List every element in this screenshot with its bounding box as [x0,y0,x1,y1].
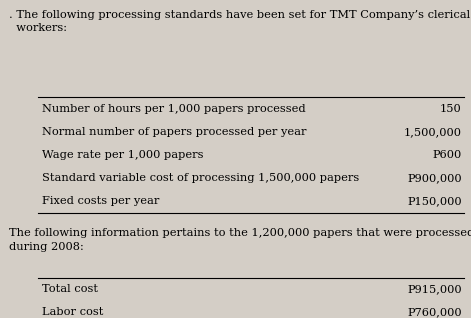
Text: P760,000: P760,000 [407,308,462,317]
Text: The following information pertains to the 1,200,000 papers that were processed
d: The following information pertains to th… [9,228,471,252]
Text: 150: 150 [440,104,462,114]
Text: Number of hours per 1,000 papers processed: Number of hours per 1,000 papers process… [42,104,306,114]
Text: Total cost: Total cost [42,284,98,294]
Text: P150,000: P150,000 [407,197,462,206]
Text: Standard variable cost of processing 1,500,000 papers: Standard variable cost of processing 1,5… [42,173,360,183]
Text: Labor cost: Labor cost [42,308,104,317]
Text: P600: P600 [432,150,462,160]
Text: P900,000: P900,000 [407,173,462,183]
Text: 1,500,000: 1,500,000 [404,127,462,137]
Text: . The following processing standards have been set for TMT Company’s clerical
  : . The following processing standards hav… [9,10,471,33]
Text: P915,000: P915,000 [407,284,462,294]
Text: Wage rate per 1,000 papers: Wage rate per 1,000 papers [42,150,204,160]
Text: Fixed costs per year: Fixed costs per year [42,197,160,206]
Text: Normal number of papers processed per year: Normal number of papers processed per ye… [42,127,307,137]
